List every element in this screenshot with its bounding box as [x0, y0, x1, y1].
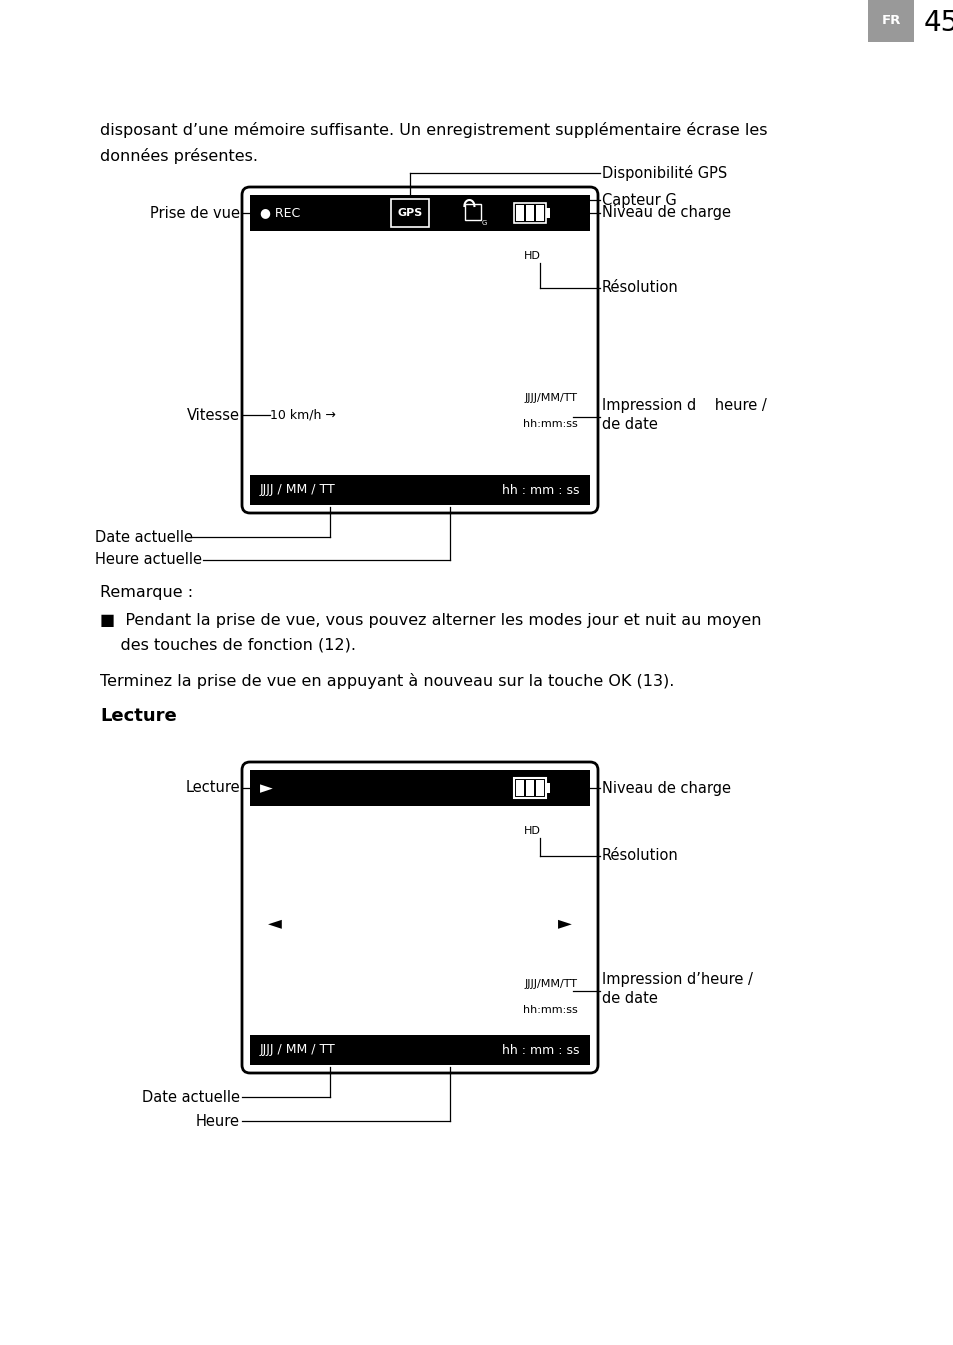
Text: disposant d’une mémoire suffisante. Un enregistrement supplémentaire écrase les: disposant d’une mémoire suffisante. Un e…: [100, 122, 767, 139]
Text: Date actuelle: Date actuelle: [95, 530, 193, 545]
Text: Résolution: Résolution: [601, 281, 678, 296]
Text: JJJJ / MM / TT: JJJJ / MM / TT: [260, 483, 335, 496]
Bar: [516, 780, 523, 796]
Bar: [250, 195, 589, 231]
Bar: [546, 783, 550, 794]
Text: Date actuelle: Date actuelle: [142, 1089, 240, 1104]
Text: ■  Pendant la prise de vue, vous pouvez alterner les modes jour et nuit au moyen: ■ Pendant la prise de vue, vous pouvez a…: [100, 613, 760, 628]
Text: 45: 45: [923, 9, 953, 38]
Text: de date: de date: [601, 417, 658, 432]
FancyBboxPatch shape: [391, 199, 428, 227]
Text: hh : mm : ss: hh : mm : ss: [502, 1044, 579, 1057]
Text: Prise de vue: Prise de vue: [150, 206, 240, 221]
Bar: [514, 777, 546, 798]
Bar: [526, 780, 534, 796]
Text: Remarque :: Remarque :: [100, 585, 193, 600]
Text: de date: de date: [601, 991, 658, 1006]
Bar: [536, 780, 543, 796]
Bar: [867, 0, 913, 42]
Text: JJJJ/MM/TT: JJJJ/MM/TT: [524, 979, 578, 989]
Bar: [516, 204, 523, 221]
Text: hh:mm:ss: hh:mm:ss: [522, 1005, 578, 1015]
Text: Capteur G: Capteur G: [601, 192, 676, 207]
Text: Niveau de charge: Niveau de charge: [601, 780, 730, 795]
Text: ◄: ◄: [268, 915, 281, 932]
Text: JJJJ / MM / TT: JJJJ / MM / TT: [260, 1044, 335, 1057]
Text: FR: FR: [881, 15, 900, 27]
Text: 10 km/h →: 10 km/h →: [270, 409, 335, 421]
FancyBboxPatch shape: [242, 187, 598, 512]
Text: données présentes.: données présentes.: [100, 148, 257, 164]
Text: Heure actuelle: Heure actuelle: [95, 553, 202, 568]
Text: Heure: Heure: [195, 1114, 240, 1128]
Text: Résolution: Résolution: [601, 849, 678, 863]
Text: Impression d’heure /: Impression d’heure /: [601, 972, 752, 987]
Text: ● REC: ● REC: [260, 207, 300, 219]
Bar: [250, 1036, 589, 1065]
Text: des touches de fonction (12).: des touches de fonction (12).: [100, 638, 355, 652]
Bar: [536, 204, 543, 221]
Bar: [250, 475, 589, 504]
Text: Impression d    heure /: Impression d heure /: [601, 398, 766, 413]
Text: GPS: GPS: [396, 208, 422, 218]
Text: HD: HD: [523, 252, 540, 261]
Text: JJJJ/MM/TT: JJJJ/MM/TT: [524, 393, 578, 403]
FancyBboxPatch shape: [465, 204, 481, 221]
Text: Niveau de charge: Niveau de charge: [601, 206, 730, 221]
Bar: [546, 208, 550, 218]
Bar: [250, 769, 589, 806]
Text: G: G: [481, 221, 486, 226]
Text: Disponibilité GPS: Disponibilité GPS: [601, 165, 726, 182]
Text: hh : mm : ss: hh : mm : ss: [502, 483, 579, 496]
Bar: [514, 203, 546, 223]
FancyBboxPatch shape: [242, 763, 598, 1073]
Bar: [526, 204, 534, 221]
Text: Vitesse: Vitesse: [187, 408, 240, 422]
Text: hh:mm:ss: hh:mm:ss: [522, 420, 578, 429]
Text: ►: ►: [260, 779, 273, 798]
Text: Lecture: Lecture: [100, 707, 176, 725]
Text: Terminez la prise de vue en appuyant à nouveau sur la touche OK (13).: Terminez la prise de vue en appuyant à n…: [100, 672, 674, 689]
Text: ►: ►: [558, 915, 572, 932]
Text: Lecture: Lecture: [185, 780, 240, 795]
Text: HD: HD: [523, 826, 540, 837]
